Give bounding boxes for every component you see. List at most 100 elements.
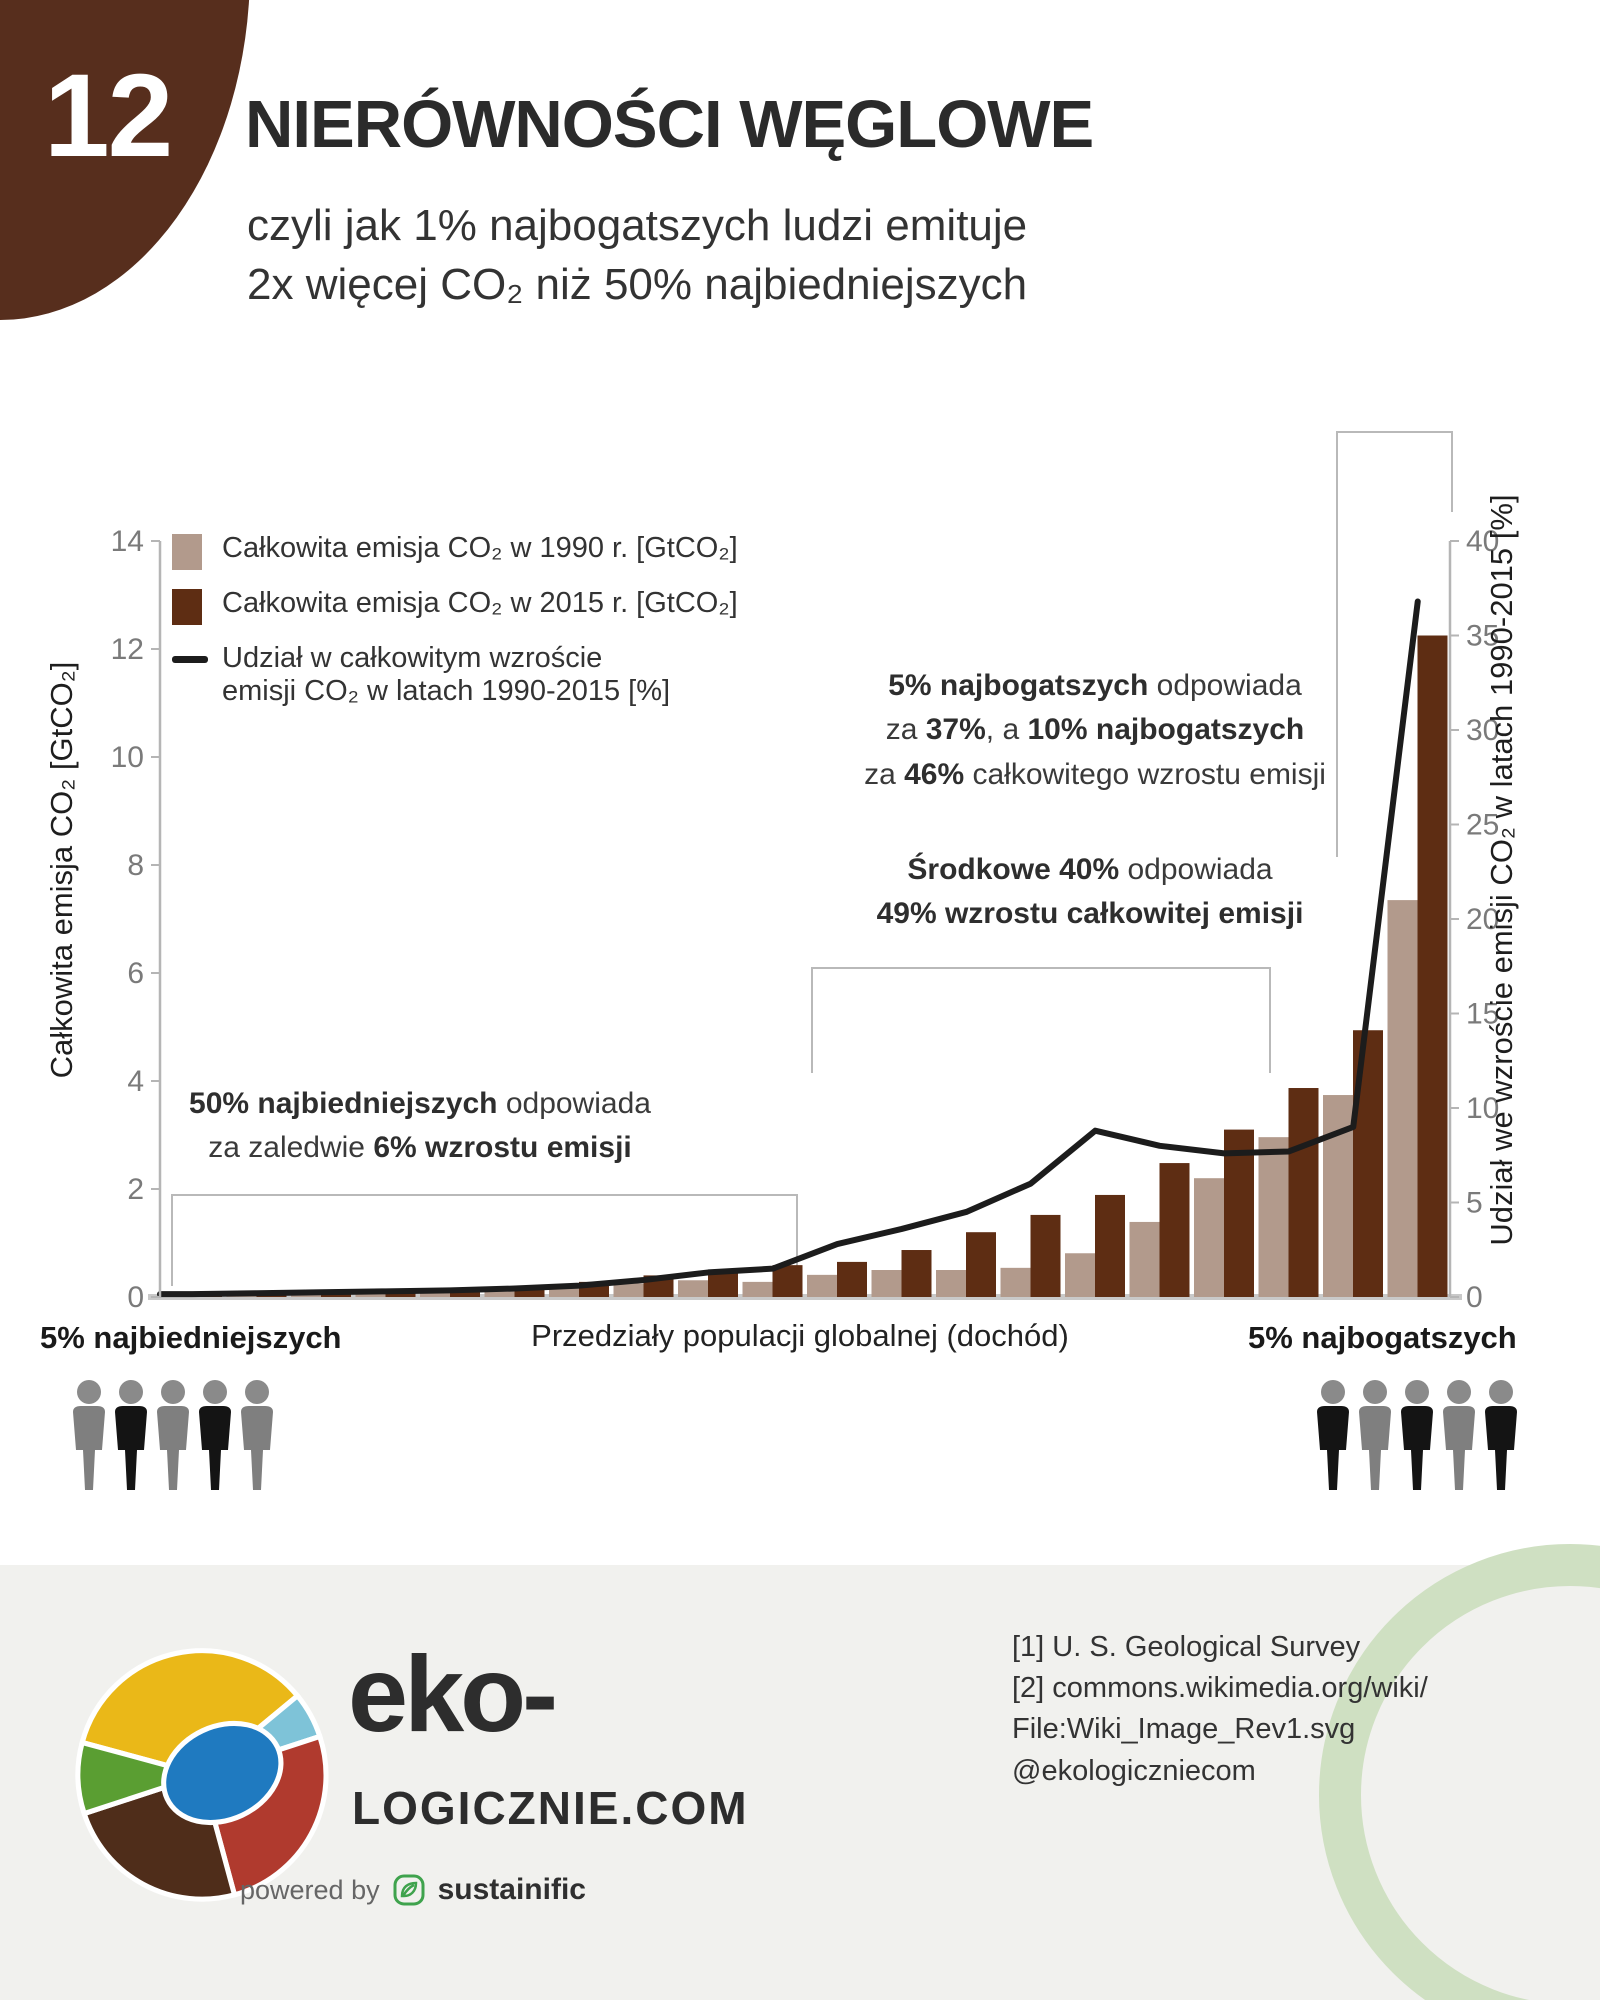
subtitle-line-2: 2x więcej CO₂ niż 50% najbiedniejszych [247,260,1028,310]
bar-1990-group-5 [420,1290,450,1297]
y-axis-right-title: Udział we wzroście emisji CO₂ w latach 1… [1484,494,1519,1246]
person-icon [1401,1380,1433,1490]
powered-by-row: powered by sustainific [240,1873,586,1907]
annotation-text: za [864,757,905,791]
y-left-tick-label: 2 [127,1173,144,1206]
person-icon [157,1380,189,1490]
bar-1990-group-11 [807,1274,837,1297]
bar-2015-group-14 [1030,1214,1061,1297]
y-right-tick-label: 10 [1466,1092,1499,1125]
bar-1990-group-19 [1323,1095,1353,1297]
bar-1990-group-17 [1194,1178,1224,1297]
bracket-poorest-50 [171,1194,798,1286]
person-icon [1317,1380,1349,1490]
bar-1990-group-6 [484,1289,515,1297]
y-left-tick-label: 14 [111,525,144,558]
y-right-tick-label: 20 [1466,903,1499,936]
page-subtitle: czyli jak 1% najbogatszych ludzi emituje… [247,196,1027,315]
person-icon [241,1380,273,1490]
eko-logicznie-logo-icon [75,1648,329,1902]
person-icon [199,1380,231,1490]
legend-line-swatch-icon [172,656,208,663]
reference-line: File:Wiki_Image_Rev1.svg [1012,1713,1356,1746]
bar-2015-group-10 [772,1265,803,1297]
y-axis-left-title: Całkowita emisja CO₂ [GtCO₂] [44,661,79,1079]
y-right-tick-label: 25 [1466,809,1499,842]
bar-1990-group-18 [1258,1137,1289,1297]
x-end-label-poorest: 5% najbiedniejszych [40,1320,342,1355]
decorative-ring [1319,1544,1600,2000]
annotation-text: całkowitego wzrostu emisji [964,757,1326,791]
legend-item-1990: Całkowita emisja CO₂ w 1990 r. [GtCO₂] [172,532,738,570]
annotation-text: 49% wzrostu całkowitej emisji [876,897,1304,931]
annotation-middle: Środkowe 40% odpowiada 49% wzrostu całkow… [840,848,1340,937]
bar-2015-group-12 [901,1250,932,1297]
annotation-text: odpowiada [497,1087,651,1120]
bar-1990-group-8 [613,1283,644,1297]
legend-label-2015: Całkowita emisja CO₂ w 2015 r. [GtCO₂] [222,587,738,619]
legend-swatch-2015-icon [172,589,202,625]
y-left-tick-label: 8 [127,849,144,882]
person-icon [73,1380,105,1490]
y-right-tick-label: 35 [1466,620,1499,653]
bar-2015-group-15 [1095,1194,1125,1297]
page-title: NIERÓWNOŚCI WĘGLOWE [245,87,1094,162]
chart-legend: Całkowita emisja CO₂ w 1990 r. [GtCO₂] C… [172,532,738,725]
brand-name-bottom: LOGICZNIE.COM [352,1782,749,1834]
bar-2015-group-18 [1288,1088,1319,1297]
x-end-label-richest: 5% najbogatszych [1248,1320,1517,1355]
y-right-tick-label: 0 [1466,1281,1483,1314]
annotation-text: 46% [904,757,965,791]
legend-item-growth-line: Udział w całkowitym wzroście emisji CO₂ … [172,642,738,708]
y-left-tick-label: 10 [111,741,144,774]
person-icon [1359,1380,1391,1490]
bar-1990-group-7 [549,1288,579,1297]
annotation-richest: 5% najbogatszych odpowiada za 37%, a 10% … [845,664,1345,797]
footer: eko- LOGICZNIE.COM powered by sustainifi… [0,1544,1600,2000]
bar-2015-group-17 [1224,1129,1254,1297]
bar-2015-group-20 [1417,635,1448,1297]
y-left-tick-label: 12 [111,633,144,666]
bar-1990-group-20 [1387,900,1418,1297]
annotation-text: za [885,713,926,747]
bar-1990-group-10 [742,1281,773,1297]
growth-share-line [157,598,1421,1298]
bar-2015-group-6 [514,1286,545,1297]
annotation-text: 10% najbogatszych [1027,713,1305,747]
annotation-text: odpowiada [1148,669,1302,702]
annotation-text: Środkowe 40% [907,853,1120,886]
brand-name-top: eko- [348,1633,558,1754]
person-icons [1317,1380,1517,1490]
annotation-text: , a [985,713,1028,747]
legend-label-growth-line: Udział w całkowitym wzroście emisji CO₂ … [222,642,671,707]
x-axis-title: Przedziały populacji globalnej (dochód) [531,1318,1069,1353]
annotation-text: odpowiada [1119,853,1273,886]
bar-2015-group-11 [837,1261,867,1297]
annotation-text: 50% najbiedniejszych [189,1087,498,1120]
bar-1990-group-12 [871,1270,902,1297]
legend-label-1990: Całkowita emisja CO₂ w 1990 r. [GtCO₂] [222,532,738,564]
bar-1990-group-14 [1000,1267,1031,1297]
legend-swatch-1990-icon [172,534,202,570]
bar-2015-group-13 [966,1232,996,1297]
y-right-tick-label: 40 [1466,525,1499,558]
annotation-text: 37% [925,713,986,747]
bar-1990-group-15 [1065,1253,1095,1297]
reference-line: [2] commons.wikimedia.org/wiki/ [1012,1672,1428,1705]
references-block: [1] U. S. Geological Survey [2] commons.… [1012,1627,1428,1792]
bar-2015-group-16 [1159,1163,1190,1297]
bar-1990-group-9 [678,1280,708,1297]
y-right-tick-label: 15 [1466,998,1499,1031]
reference-line: [1] U. S. Geological Survey [1012,1631,1361,1663]
y-left-tick-label: 6 [127,957,144,990]
person-icon [115,1380,147,1490]
subtitle-line-1: czyli jak 1% najbogatszych ludzi emituje [247,201,1028,250]
y-right-tick-label: 5 [1466,1187,1483,1220]
issue-number: 12 [44,50,173,182]
annotation-text: za zaledwie [208,1131,374,1165]
annotation-text: 5% najbogatszych [888,669,1149,702]
powered-by-label: powered by [240,1874,380,1905]
person-icon [1443,1380,1475,1490]
bracket-richest-5 [1336,431,1453,857]
y-right-tick-label: 30 [1466,714,1499,747]
